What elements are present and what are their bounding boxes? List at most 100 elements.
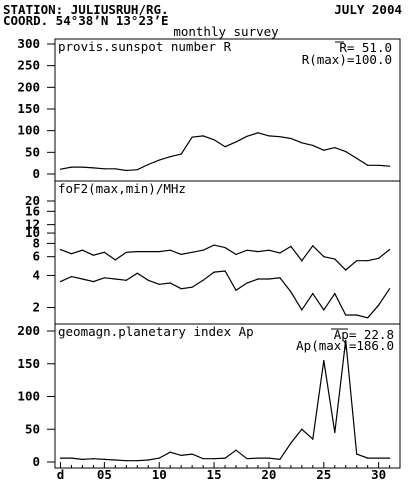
sunspot-data-point: [136, 169, 138, 171]
fof2-data-point: [169, 249, 171, 251]
sunspot-data-point: [257, 132, 259, 134]
fof2-data-point: [345, 269, 347, 271]
ap-data-point: [169, 451, 171, 453]
fof2-data-point: [180, 288, 182, 290]
chart-marks: 0501001502002503002468101216200501001502…: [17, 36, 391, 482]
ap-data-point: [202, 458, 204, 460]
sunspot-data-point: [290, 137, 292, 140]
fof2-data-point: [70, 276, 73, 278]
ap-data-point: [334, 431, 336, 434]
x-tick-label: 30: [371, 467, 386, 480]
fof2-data-point: [334, 293, 336, 295]
sunspot-data-point: [246, 135, 248, 137]
ap-data-point: [81, 458, 83, 460]
fof2-data-point: [213, 271, 215, 273]
sunspot-data-point: [92, 167, 94, 169]
fof2-data-point: [180, 253, 182, 255]
fof2-data-point: [70, 253, 73, 255]
fof2-data-point: [125, 251, 127, 253]
fof2-data-point: [81, 278, 83, 280]
ap-data-point: [70, 457, 73, 459]
sunspot-ytick-label: 150: [17, 101, 40, 116]
fof2-data-point: [147, 279, 149, 281]
fof2-data-point: [202, 249, 204, 251]
fof2-panel-frame: [54, 180, 401, 325]
fof2-data-point: [345, 314, 347, 316]
ap-data-point: [257, 457, 259, 459]
fof2-data-point: [103, 251, 105, 253]
sunspot-data-point: [334, 147, 336, 149]
fof2-data-point: [235, 253, 237, 255]
fof2-data-point: [92, 254, 94, 256]
ap-data-point: [213, 458, 215, 460]
ap-ytick-label: 50: [25, 421, 40, 436]
fof2-ytick-label: 8: [32, 235, 40, 250]
sunspot-data-point: [279, 136, 281, 138]
sunspot-data-point: [191, 136, 193, 138]
fof2-data-point: [367, 317, 369, 319]
ap-data-point: [92, 458, 94, 460]
sunspot-data-point: [224, 146, 226, 148]
sunspot-data-point: [312, 144, 314, 146]
ap-data-point: [323, 359, 325, 362]
sunspot-data-point: [213, 139, 215, 141]
sunspot-ytick-label: 100: [17, 123, 40, 138]
ap-data-point: [103, 458, 105, 460]
fof2-ytick-label: 16: [25, 203, 40, 218]
sunspot-data-point: [268, 135, 270, 137]
ap-data-point: [367, 457, 369, 459]
fof2-series-line-2: [60, 270, 391, 319]
ap-mean-label: Ap= 22.8: [334, 327, 394, 342]
ap-data-point: [125, 460, 127, 462]
sunspot-data-point: [378, 164, 380, 166]
sunspot-data-point: [103, 168, 105, 170]
ap-series-line-1: [60, 340, 390, 462]
ap-data-point: [191, 453, 193, 455]
sunspot-data-point: [125, 169, 127, 172]
sunspot-ytick-label: 250: [17, 58, 40, 73]
fof2-data-point: [378, 304, 380, 306]
x-tick-label: 25: [316, 467, 331, 480]
sunspot-data-point: [169, 156, 171, 158]
x-tick-label: d: [57, 467, 65, 480]
fof2-data-point: [279, 277, 281, 279]
ap-data-point: [158, 457, 160, 459]
x-tick-label: 05: [97, 467, 112, 480]
fof2-data-point: [356, 314, 358, 316]
fof2-data-point: [312, 293, 314, 295]
fof2-ytick-label: 10: [25, 225, 40, 240]
sunspot-data-point: [323, 149, 325, 151]
fof2-data-point: [367, 260, 369, 262]
sunspot-data-point: [70, 166, 73, 168]
fof2-panel-title: foF2(max,min)/MHz: [58, 181, 186, 196]
sunspot-ytick-label: 0: [32, 166, 40, 181]
fof2-data-point: [191, 286, 193, 288]
ap-data-point: [147, 459, 149, 461]
fof2-data-point: [136, 272, 138, 274]
fof2-data-point: [279, 252, 281, 254]
fof2-data-point: [103, 277, 105, 279]
sunspot-panel-title: provis.sunspot number R: [58, 39, 232, 54]
fof2-data-point: [81, 249, 83, 251]
ap-ytick-label: 0: [32, 454, 40, 469]
fof2-data-point: [213, 244, 215, 246]
ap-ytick-label: 150: [17, 356, 40, 371]
ap-data-point: [268, 457, 270, 459]
fof2-data-point: [125, 279, 127, 281]
fof2-ytick-label: 2: [32, 300, 40, 315]
ap-data-point: [246, 458, 248, 460]
x-tick-label: 10: [152, 467, 167, 480]
fof2-data-point: [378, 257, 380, 259]
fof2-data-point: [147, 251, 149, 253]
ap-data-point: [389, 457, 391, 459]
sunspot-ytick-label: 200: [17, 79, 40, 94]
ap-data-point: [312, 438, 314, 440]
ap-data-point: [224, 457, 226, 459]
fof2-data-point: [191, 251, 193, 253]
fof2-data-point: [235, 289, 237, 291]
fof2-data-point: [389, 288, 391, 290]
fof2-data-point: [114, 278, 116, 280]
x-tick-label: 20: [261, 467, 276, 480]
sunspot-data-point: [367, 164, 369, 166]
